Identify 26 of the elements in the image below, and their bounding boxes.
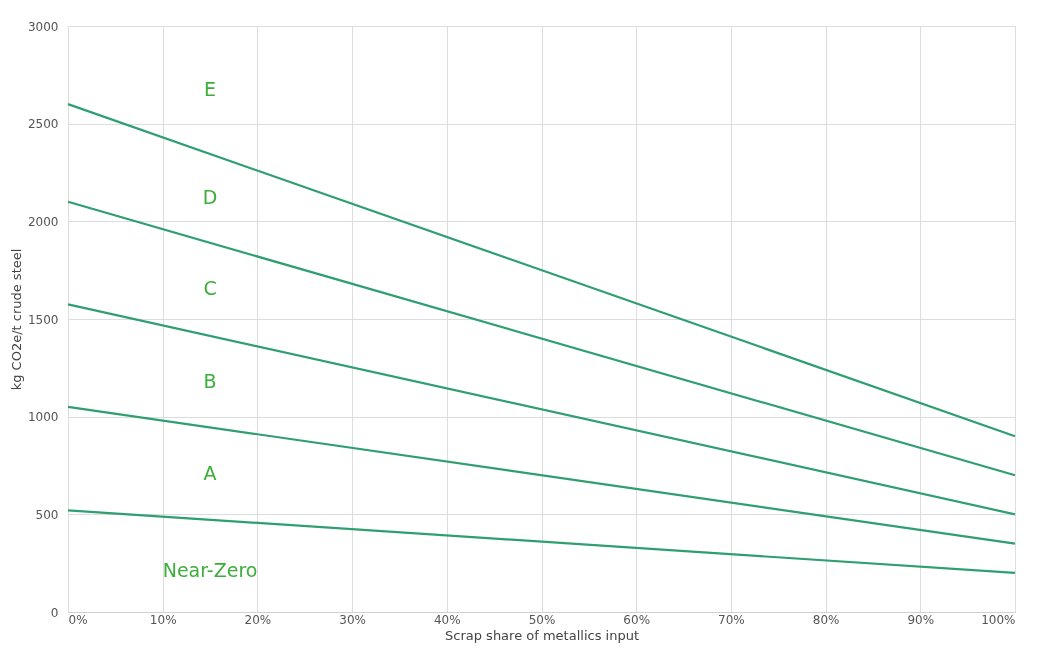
x-tick-label: 70% <box>718 612 745 627</box>
x-tick-label: 50% <box>528 612 556 627</box>
x-tick-label: 100% <box>981 612 1016 627</box>
annotation: E <box>204 77 217 100</box>
y-tick-label: 1000 <box>27 410 59 425</box>
x-tick-label: 10% <box>149 612 177 627</box>
annotation: A <box>203 461 217 484</box>
x-axis-title: Scrap share of metallics input <box>445 627 639 643</box>
y-tick-label: 2500 <box>27 117 59 132</box>
y-tick-label: 0 <box>50 605 59 620</box>
annotation: C <box>203 277 217 300</box>
y-tick-label: 500 <box>35 507 59 522</box>
y-tick-label: 1500 <box>27 312 59 327</box>
y-tick-label: 3000 <box>27 19 59 34</box>
x-tick-label: 30% <box>339 612 366 627</box>
x-tick-label: 0% <box>68 612 88 627</box>
x-tick-label: 20% <box>244 612 272 627</box>
y-tick-label: 2000 <box>27 214 59 229</box>
y-axis-title: kg CO2e/t crude steel <box>8 248 24 391</box>
x-tick-label: 90% <box>907 612 935 627</box>
x-tick-label: 40% <box>433 612 461 627</box>
annotation: Near-Zero <box>162 558 258 581</box>
annotation: B <box>203 369 217 392</box>
x-tick-label: 60% <box>623 612 651 627</box>
x-tick-label: 80% <box>812 612 840 627</box>
annotation: D <box>202 186 218 209</box>
